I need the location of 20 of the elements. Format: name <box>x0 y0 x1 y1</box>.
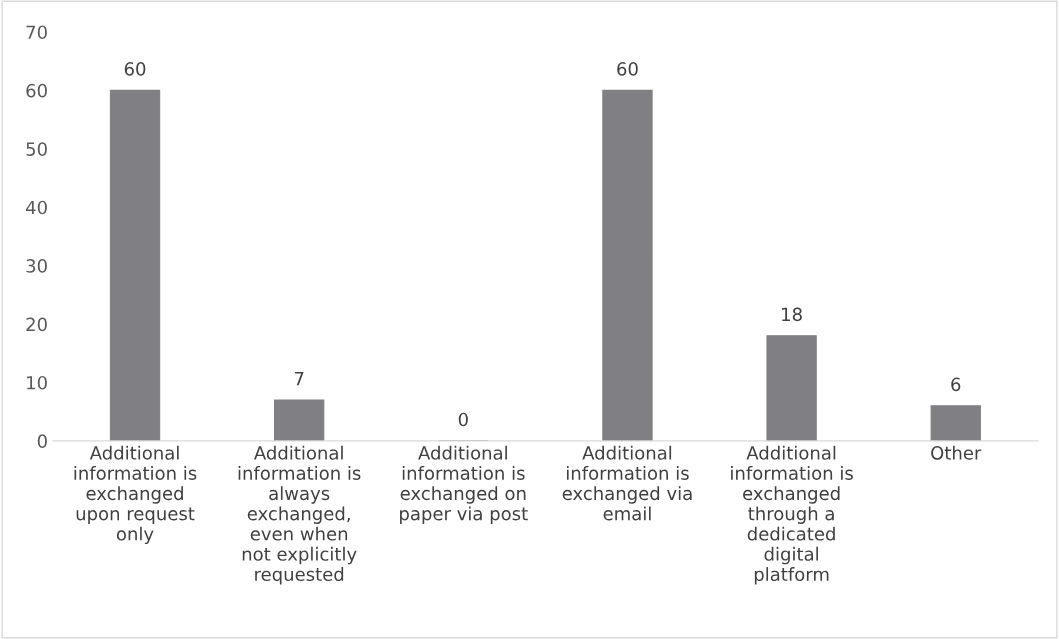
x-tick-label: Additional information is exchanged on paper via post <box>400 445 528 524</box>
data-label: 7 <box>294 371 304 386</box>
data-label: 6 <box>951 377 961 392</box>
data-label: 18 <box>782 307 802 322</box>
data-label: 60 <box>124 62 146 76</box>
y-tick-label: 0 <box>37 434 47 449</box>
x-tick-label: Additional information is exchanged via email <box>562 445 692 521</box>
y-tick-label: 20 <box>26 317 47 332</box>
y-tick-label: 60 <box>26 83 47 98</box>
y-tick-label: 70 <box>26 25 47 40</box>
data-label: 60 <box>617 62 638 76</box>
y-tick-label: 50 <box>26 142 47 156</box>
y-tick-label: 40 <box>26 200 47 215</box>
x-tick-label: Additional information is exchanged upon request only <box>74 445 197 545</box>
x-tick-label: Other <box>931 445 982 460</box>
x-tick-label: Additional information is exchanged through a dedicated digital platform <box>731 445 853 585</box>
y-tick-label: 10 <box>27 375 47 390</box>
data-label: 0 <box>458 412 468 427</box>
x-tick-label: Additional information is always exchanged, even when not explicitly requested <box>238 445 361 585</box>
y-tick-label: 30 <box>26 259 47 273</box>
